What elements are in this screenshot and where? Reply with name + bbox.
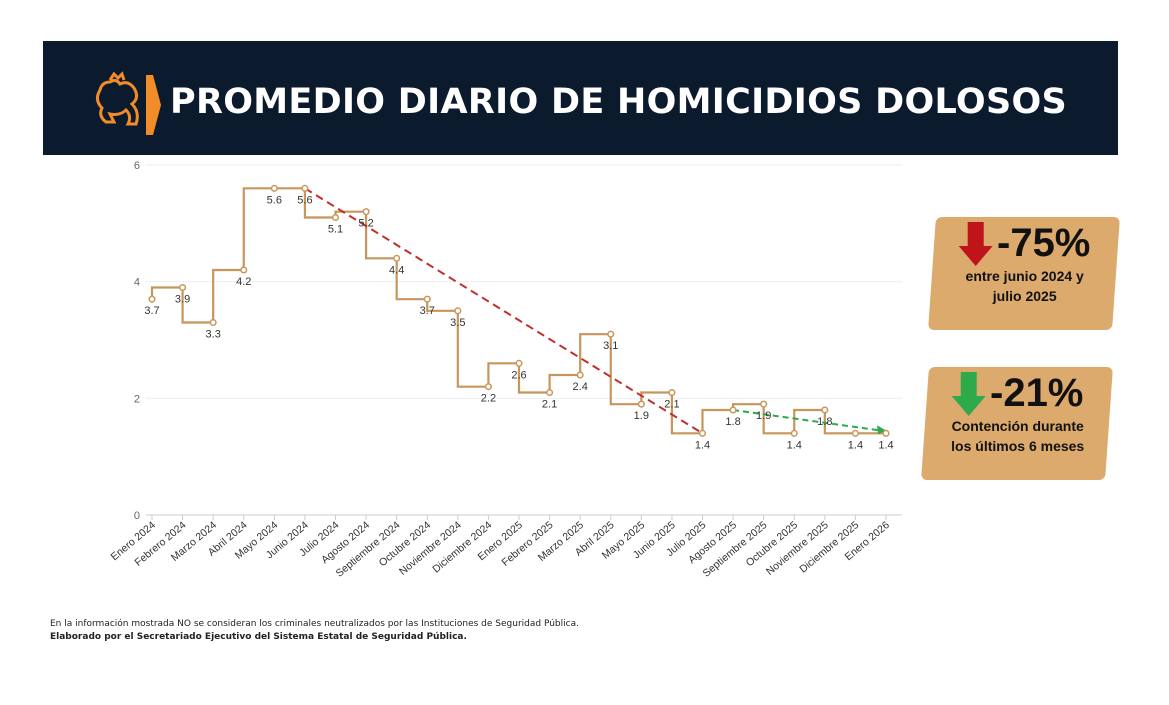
data-label: 1.8 (817, 416, 832, 428)
footer-credit: Elaborado por el Secretariado Ejecutivo … (50, 632, 467, 642)
data-point (851, 429, 859, 437)
data-label: 2.2 (481, 393, 496, 405)
y-tick-label: 0 (134, 510, 140, 522)
data-point (576, 371, 584, 379)
data-label: 1.4 (695, 439, 710, 451)
footer-note: En la información mostrada NO se conside… (50, 619, 579, 629)
data-label: 1.8 (725, 416, 740, 428)
data-label: 3.7 (144, 305, 159, 317)
callout-percent: -75% (996, 221, 1091, 265)
data-point (179, 283, 187, 292)
callout-decrease-21: -21% Contención durante los últimos 6 me… (921, 367, 1113, 480)
data-point (148, 295, 156, 303)
data-label: 2.6 (511, 369, 526, 381)
y-tick-label: 2 (134, 393, 140, 405)
data-label: 2.1 (542, 399, 557, 411)
data-point (882, 429, 890, 437)
data-point (301, 184, 309, 192)
data-label: 3.1 (603, 340, 618, 352)
data-point (546, 388, 554, 397)
data-label: 3.9 (175, 294, 190, 306)
data-label: 1.9 (756, 410, 771, 422)
data-label: 1.4 (787, 439, 802, 451)
data-label: 3.5 (450, 317, 465, 329)
data-label: 1.4 (848, 439, 863, 451)
data-point (729, 406, 737, 414)
data-point (393, 254, 401, 262)
data-label: 5.1 (328, 224, 343, 236)
data-point (484, 383, 492, 391)
data-point (637, 400, 645, 408)
data-point (331, 213, 340, 222)
y-tick-label: 6 (134, 160, 140, 172)
data-point (668, 388, 676, 397)
arrow-down-green-icon (951, 371, 986, 416)
data-label: 4.2 (236, 276, 251, 288)
data-point (362, 208, 370, 216)
data-label: 5.2 (358, 218, 373, 230)
data-point (790, 429, 798, 437)
callout-decrease-75: -75% entre junio 2024 y julio 2025 (928, 217, 1120, 330)
data-point (515, 359, 523, 367)
step-line (150, 187, 886, 435)
data-point (423, 295, 431, 303)
data-point (240, 266, 248, 274)
data-label: 2.1 (664, 399, 679, 411)
data-label: 4.4 (389, 264, 404, 276)
callout-text: julio 2025 (992, 288, 1057, 304)
callout-text: entre junio 2024 y (965, 268, 1084, 284)
header-banner (43, 41, 1118, 155)
lion-crest-logo (95, 71, 161, 135)
trendline-green (732, 409, 881, 432)
data-point (760, 400, 768, 408)
data-label: 5.6 (297, 194, 312, 206)
trendline-arrowhead (877, 425, 886, 435)
data-label: 1.9 (634, 410, 649, 422)
data-point (698, 429, 707, 437)
data-point (454, 307, 462, 315)
callout-text: los últimos 6 meses (951, 438, 1085, 454)
data-label: 1.4 (878, 439, 893, 451)
data-point (607, 330, 615, 338)
callout-percent: -21% (989, 371, 1084, 415)
callout-text: Contención durante (951, 418, 1084, 434)
data-point (270, 184, 278, 192)
data-point (209, 318, 217, 327)
data-label: 3.7 (420, 305, 435, 317)
arrow-down-red-icon (958, 221, 993, 266)
page-title: PROMEDIO DIARIO DE HOMICIDIOS DOLOSOS (170, 82, 1068, 122)
y-tick-label: 4 (134, 277, 140, 289)
data-label: 5.6 (267, 194, 282, 206)
data-label: 2.4 (573, 381, 588, 393)
data-point (821, 406, 829, 414)
data-label: 3.3 (206, 329, 221, 341)
